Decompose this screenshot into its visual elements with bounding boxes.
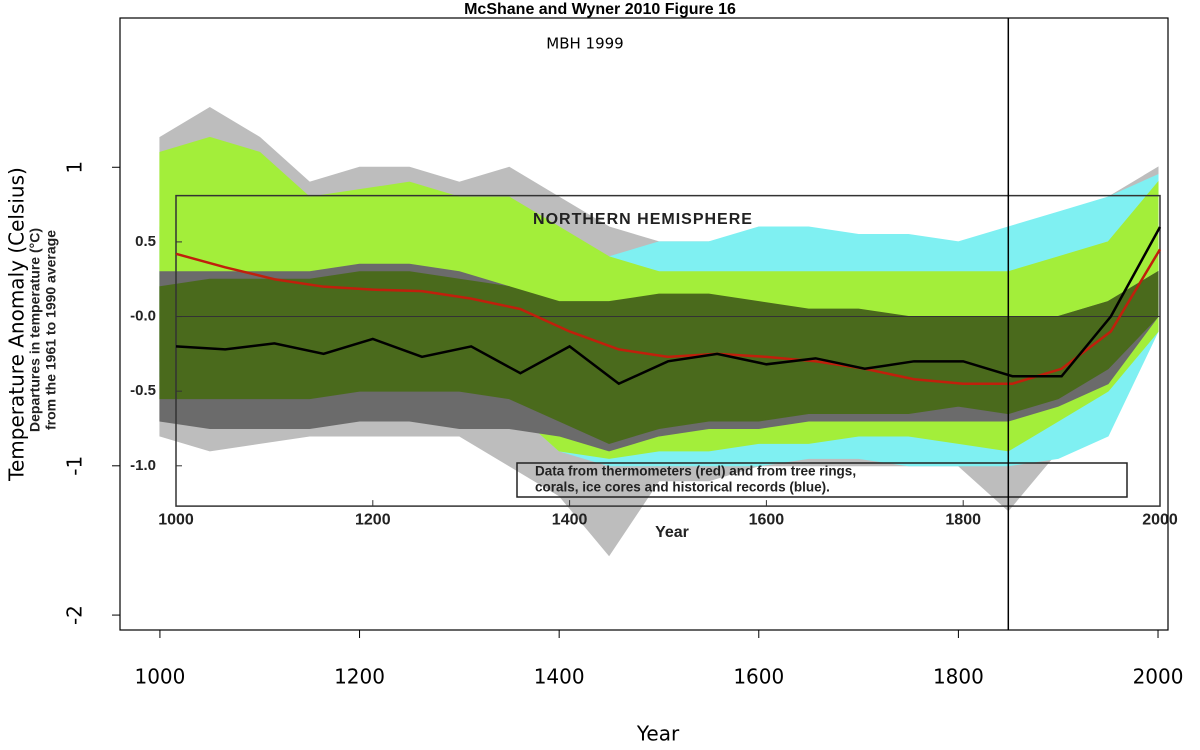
y-tick-label: 1 (63, 161, 87, 174)
x-axis-label: Year (636, 722, 680, 746)
x-tick-label: 1000 (134, 665, 185, 689)
inset-x-tick-label: 2000 (1142, 511, 1178, 528)
x-tick-label: 1600 (733, 665, 784, 689)
inset-y-tick-label: -0.0 (130, 308, 156, 325)
inset-y-label: from the 1961 to 1990 average (43, 230, 59, 430)
inset-layer: Data from thermometers (red) and from tr… (27, 194, 1178, 541)
x-tick-label: 1800 (933, 665, 984, 689)
y-axis-label: Temperature Anomaly (Celsius) (5, 167, 29, 482)
inset-x-tick-label: 1400 (552, 511, 588, 528)
inset-y-tick-label: -0.5 (130, 382, 156, 399)
outer-axes: McShane and Wyner 2010 Figure 16 MBH 199… (5, 1, 1184, 745)
inset-note: Data from thermometers (red) and from tr… (535, 464, 856, 479)
inset-y-label: Departures in temperature (°C) (27, 228, 43, 432)
inset-x-label: Year (655, 524, 689, 541)
inset-note: corals, ice cores and historical records… (535, 480, 830, 495)
x-tick-label: 2000 (1133, 665, 1184, 689)
x-tick-label: 1400 (534, 665, 585, 689)
inset-x-tick-label: 1000 (158, 511, 194, 528)
inset-y-tick-label: 0.5 (135, 233, 156, 250)
inset-x-tick-label: 1800 (945, 511, 981, 528)
annotation: MBH 1999 (546, 35, 623, 53)
inset-frame (175, 194, 1161, 507)
inset-title: NORTHERN HEMISPHERE (533, 211, 753, 228)
inset-y-tick-label: -1.0 (130, 457, 156, 474)
y-tick-label: -1 (63, 456, 87, 476)
chart-title: McShane and Wyner 2010 Figure 16 (464, 1, 736, 18)
y-tick-label: -2 (63, 605, 87, 625)
inset-line (175, 226, 1162, 386)
inset-x-tick-label: 1200 (355, 511, 391, 528)
x-tick-label: 1200 (334, 665, 385, 689)
inset-x-tick-label: 1600 (749, 511, 785, 528)
note-box (516, 462, 1128, 498)
inset-line (175, 248, 1162, 385)
plot-frame (119, 17, 1169, 631)
